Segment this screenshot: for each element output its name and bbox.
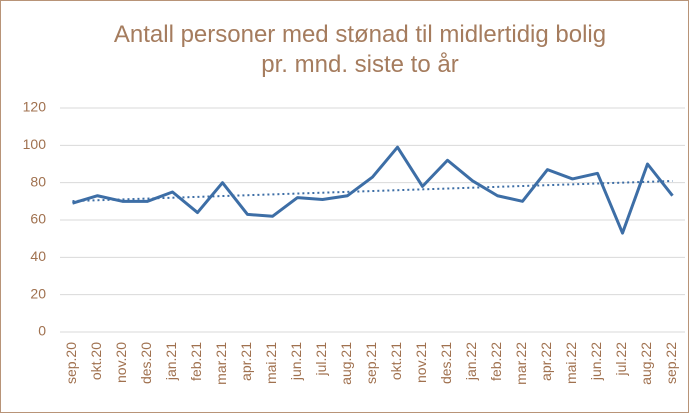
y-tick-label: 0 xyxy=(38,323,46,339)
y-tick-label: 120 xyxy=(23,99,47,115)
x-tick-label: mai.21 xyxy=(263,342,279,384)
x-tick-label: apr.21 xyxy=(238,342,254,381)
y-tick-label: 20 xyxy=(30,285,46,301)
x-tick-label: jun.22 xyxy=(588,342,604,381)
x-tick-label: feb.21 xyxy=(188,342,204,381)
x-tick-label: apr.22 xyxy=(538,342,554,381)
y-tick-label: 40 xyxy=(30,248,46,264)
x-tick-label: jan.22 xyxy=(463,342,479,381)
x-tick-label: jun.21 xyxy=(288,342,304,381)
x-tick-label: mai.22 xyxy=(563,342,579,384)
y-tick-label: 100 xyxy=(23,136,47,152)
x-tick-label: nov.20 xyxy=(113,342,129,383)
x-tick-label: feb.22 xyxy=(488,342,504,381)
x-tick-label: sep.21 xyxy=(363,342,379,384)
trend-line xyxy=(72,179,673,203)
x-tick-label: aug.22 xyxy=(638,342,654,385)
x-tick-label: sep.20 xyxy=(63,342,79,384)
x-tick-label: sep.22 xyxy=(663,342,679,384)
chart-title: Antall personer med stønad til midlertid… xyxy=(113,21,607,78)
x-tick-label: mar.22 xyxy=(513,342,529,385)
x-tick-label: aug.21 xyxy=(338,342,354,385)
x-tick-label: nov.21 xyxy=(413,342,429,383)
x-tick-label: jan.21 xyxy=(163,342,179,381)
x-tick-label: jul.21 xyxy=(313,342,329,377)
data-line xyxy=(72,145,674,235)
x-tick-label: des.21 xyxy=(438,342,454,384)
y-tick-label: 60 xyxy=(30,211,46,227)
x-tick-label: des.20 xyxy=(138,342,154,384)
x-tick-label: okt.20 xyxy=(88,342,104,380)
x-tick-label: mar.21 xyxy=(213,342,229,385)
x-tick-label: jul.22 xyxy=(613,342,629,377)
x-tick-label: okt.21 xyxy=(388,342,404,380)
y-tick-label: 80 xyxy=(30,173,46,189)
